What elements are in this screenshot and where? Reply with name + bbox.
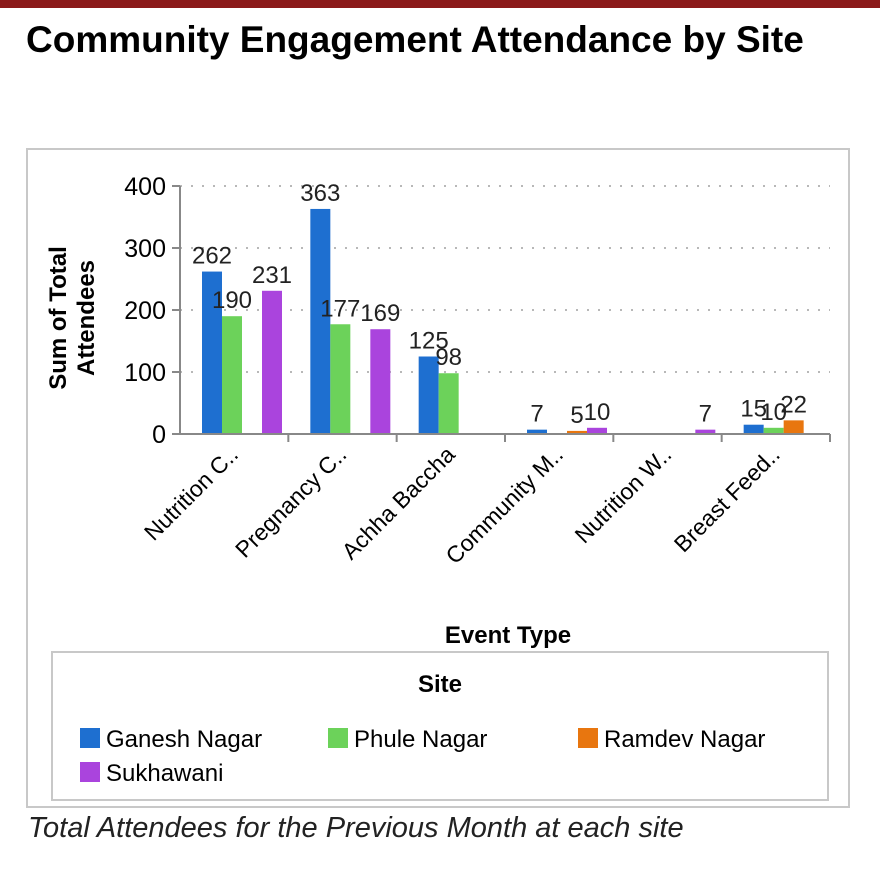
bar — [587, 427, 607, 434]
bar — [743, 424, 764, 434]
x-axis-label: Event Type — [445, 622, 571, 649]
legend: Site Ganesh Nagar Phule Nagar Ramdev Nagar… — [51, 651, 829, 801]
y-tick-label: 100 — [124, 359, 166, 387]
data-label: 125 — [409, 328, 449, 355]
bar — [527, 429, 547, 434]
x-tick-label: Community M.. — [440, 441, 568, 569]
y-tick-label: 400 — [124, 173, 166, 201]
x-tick-label: Nutrition W.. — [569, 441, 676, 548]
legend-swatch — [80, 762, 100, 782]
data-label: 7 — [699, 401, 712, 428]
bar — [310, 208, 331, 434]
data-label: 190 — [212, 287, 252, 314]
x-tick-label: Achha Baccha — [337, 441, 460, 564]
x-tick-label: Nutrition C.. — [139, 441, 243, 545]
y-tick-label: 300 — [124, 235, 166, 263]
legend-swatch — [578, 728, 598, 748]
bars — [202, 208, 804, 434]
data-label: 169 — [360, 300, 400, 327]
legend-label: Ramdev Nagar — [604, 726, 765, 753]
bar — [202, 271, 222, 434]
legend-swatch — [328, 728, 348, 748]
bar — [222, 316, 242, 434]
data-label: 98 — [435, 344, 462, 371]
legend-label: Phule Nagar — [354, 726, 487, 753]
bar — [783, 420, 804, 434]
bar — [567, 430, 587, 434]
data-label: 22 — [780, 391, 807, 418]
bar — [330, 324, 351, 434]
bar — [262, 290, 282, 434]
y-axis-label: Sum of TotalAttendees — [45, 246, 100, 390]
bar — [370, 329, 391, 434]
data-label: 15 — [740, 396, 767, 423]
legend-label: Ganesh Nagar — [106, 726, 262, 753]
data-label: 177 — [320, 295, 360, 322]
bar — [695, 429, 716, 434]
data-label: 262 — [192, 243, 232, 270]
x-tick-label: Pregnancy C.. — [230, 441, 351, 562]
data-label: 10 — [584, 399, 611, 426]
legend-label: Sukhawani — [106, 760, 223, 787]
bar — [763, 427, 784, 434]
chart-caption: Total Attendees for the Previous Month a… — [28, 812, 684, 844]
legend-title: Site — [418, 671, 462, 698]
top-accent-bar — [0, 0, 880, 8]
data-label: 10 — [760, 399, 787, 426]
legend-swatch — [80, 728, 100, 748]
data-label: 7 — [530, 401, 543, 428]
x-tick-label: Breast Feed.. — [669, 441, 785, 557]
bar — [438, 373, 459, 434]
data-label: 363 — [300, 180, 340, 207]
data-label: 231 — [252, 262, 292, 289]
legend-box — [51, 651, 829, 801]
bar — [418, 356, 439, 434]
y-tick-label: 200 — [124, 297, 166, 325]
page-title: Community Engagement Attendance by Site — [26, 19, 804, 60]
y-tick-label: 0 — [152, 421, 166, 449]
data-label: 5 — [570, 402, 583, 429]
